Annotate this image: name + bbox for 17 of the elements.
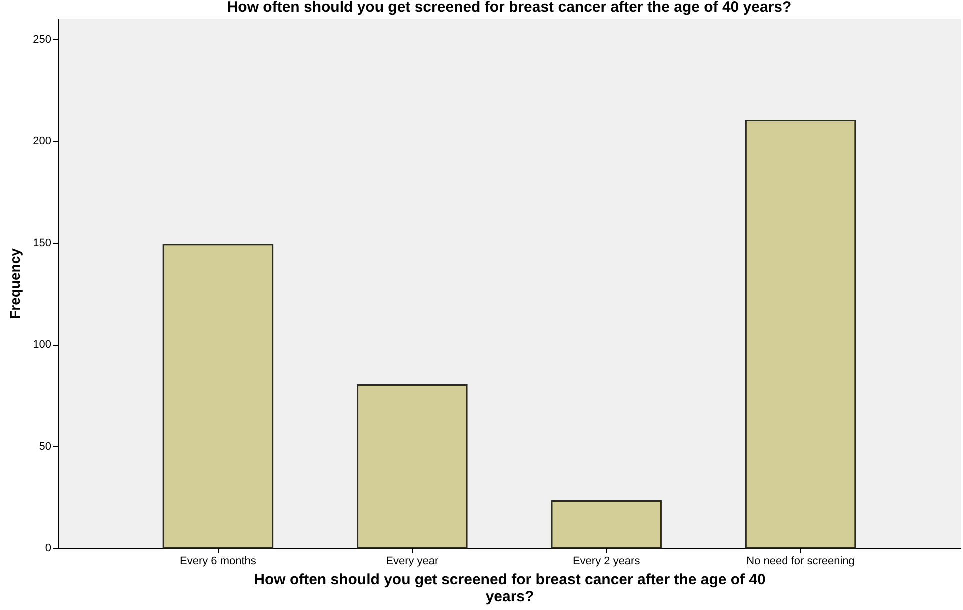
- bar: [357, 384, 468, 549]
- y-tick-label: 0: [45, 542, 52, 554]
- y-axis-title: Frequency: [7, 248, 24, 320]
- bar: [745, 120, 856, 549]
- x-tick-label: Every year: [386, 556, 440, 568]
- y-tick-label: 100: [33, 339, 52, 352]
- chart-title: How often should you get screened for breast cancer after the age of 40 years?: [227, 0, 792, 16]
- bar: [162, 244, 274, 549]
- y-tick-label: 250: [33, 34, 52, 46]
- x-tick-label: Every 6 months: [180, 556, 257, 568]
- y-tick-label: 200: [33, 136, 52, 148]
- x-tick-label: No need for screening: [746, 556, 855, 568]
- x-axis-title: How often should you get screened for breast cancer after the age of 40 years?: [254, 572, 766, 606]
- y-tick-label: 150: [33, 237, 52, 250]
- y-tick-label: 50: [39, 440, 52, 453]
- bar: [551, 500, 662, 549]
- x-tick-label: Every 2 years: [572, 556, 641, 568]
